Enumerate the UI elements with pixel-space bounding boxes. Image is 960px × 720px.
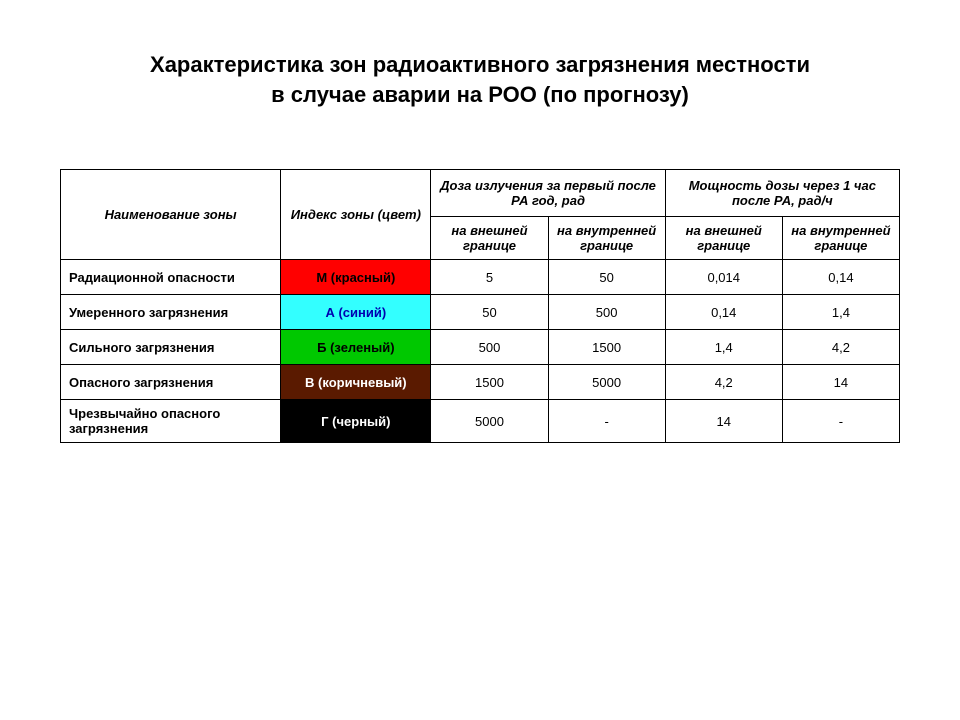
cell-power-outer: 14 bbox=[665, 400, 782, 443]
cell-index: В (коричневый) bbox=[281, 365, 431, 400]
table-row: Умеренного загрязнения А (синий) 50 500 … bbox=[61, 295, 900, 330]
cell-power-inner: 14 bbox=[782, 365, 899, 400]
cell-power-outer: 0,14 bbox=[665, 295, 782, 330]
col-header-dose-outer: на внешней границе bbox=[431, 217, 548, 260]
cell-power-outer: 4,2 bbox=[665, 365, 782, 400]
col-header-power-group: Мощность дозы через 1 час после РА, рад/… bbox=[665, 170, 899, 217]
cell-dose-outer: 5000 bbox=[431, 400, 548, 443]
cell-name: Сильного загрязнения bbox=[61, 330, 281, 365]
cell-name: Чрезвычайно опасного загрязнения bbox=[61, 400, 281, 443]
cell-power-inner: 4,2 bbox=[782, 330, 899, 365]
title-line-1: Характеристика зон радиоактивного загряз… bbox=[150, 52, 810, 77]
cell-name: Опасного загрязнения bbox=[61, 365, 281, 400]
cell-dose-inner: 50 bbox=[548, 260, 665, 295]
col-header-name: Наименование зоны bbox=[61, 170, 281, 260]
cell-dose-inner: 5000 bbox=[548, 365, 665, 400]
cell-name: Умеренного загрязнения bbox=[61, 295, 281, 330]
table-body: Радиационной опасности М (красный) 5 50 … bbox=[61, 260, 900, 443]
cell-dose-inner: 500 bbox=[548, 295, 665, 330]
title-line-2: в случае аварии на РОО (по прогнозу) bbox=[271, 82, 689, 107]
table-row: Опасного загрязнения В (коричневый) 1500… bbox=[61, 365, 900, 400]
table-row: Сильного загрязнения Б (зеленый) 500 150… bbox=[61, 330, 900, 365]
cell-dose-outer: 5 bbox=[431, 260, 548, 295]
cell-index: М (красный) bbox=[281, 260, 431, 295]
table-row: Радиационной опасности М (красный) 5 50 … bbox=[61, 260, 900, 295]
cell-power-inner: 0,14 bbox=[782, 260, 899, 295]
cell-power-inner: - bbox=[782, 400, 899, 443]
cell-dose-inner: - bbox=[548, 400, 665, 443]
col-header-dose-inner: на внутренней границе bbox=[548, 217, 665, 260]
cell-power-outer: 0,014 bbox=[665, 260, 782, 295]
cell-dose-outer: 1500 bbox=[431, 365, 548, 400]
page-title: Характеристика зон радиоактивного загряз… bbox=[60, 50, 900, 109]
cell-name: Радиационной опасности bbox=[61, 260, 281, 295]
zones-table: Наименование зоны Индекс зоны (цвет) Доз… bbox=[60, 169, 900, 443]
cell-power-outer: 1,4 bbox=[665, 330, 782, 365]
cell-dose-outer: 50 bbox=[431, 295, 548, 330]
cell-index: Б (зеленый) bbox=[281, 330, 431, 365]
col-header-power-outer: на внешней границе bbox=[665, 217, 782, 260]
cell-power-inner: 1,4 bbox=[782, 295, 899, 330]
col-header-dose-group: Доза излучения за первый после РА год, р… bbox=[431, 170, 665, 217]
cell-dose-inner: 1500 bbox=[548, 330, 665, 365]
cell-index: Г (черный) bbox=[281, 400, 431, 443]
cell-dose-outer: 500 bbox=[431, 330, 548, 365]
col-header-index: Индекс зоны (цвет) bbox=[281, 170, 431, 260]
table-row: Чрезвычайно опасного загрязнения Г (черн… bbox=[61, 400, 900, 443]
col-header-power-inner: на внутренней границе bbox=[782, 217, 899, 260]
cell-index: А (синий) bbox=[281, 295, 431, 330]
